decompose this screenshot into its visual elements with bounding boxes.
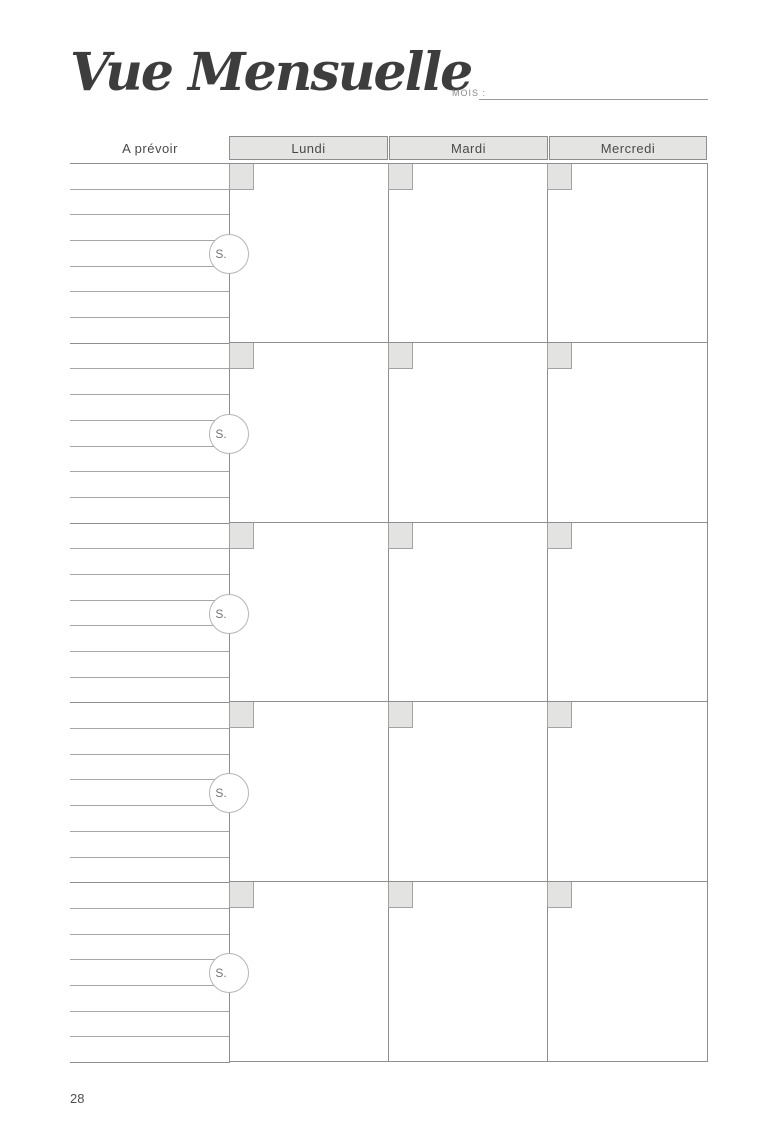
todo-line	[70, 446, 230, 447]
calendar-cell-week5-lundi	[229, 881, 389, 1061]
calendar-cell-week1-mardi	[388, 164, 548, 344]
todo-line	[70, 985, 230, 986]
todo-line	[70, 497, 230, 498]
week-number-label: S.	[215, 427, 227, 441]
todo-line	[70, 959, 230, 960]
todo-line	[70, 934, 230, 935]
week-number-circle: S.	[209, 953, 249, 993]
date-number-box	[547, 881, 572, 908]
week-number-circle: S.	[209, 414, 249, 454]
date-number-box	[547, 522, 572, 549]
todo-line	[70, 1011, 230, 1012]
calendar-cell-week1-mercredi	[547, 164, 707, 344]
day-header-mardi: Mardi	[389, 136, 548, 160]
todo-line	[70, 266, 230, 267]
calendar-cell-week1-lundi	[229, 164, 389, 344]
todo-line	[70, 394, 230, 395]
calendar-cell-week3-mercredi	[547, 522, 707, 703]
week-number-label: S.	[215, 247, 227, 261]
todo-column-header: A prévoir	[122, 141, 178, 156]
todo-line	[70, 214, 230, 215]
todo-line	[70, 1036, 230, 1037]
week-number-circle: S.	[209, 773, 249, 813]
week-number-circle: S.	[209, 594, 249, 634]
todo-line	[70, 317, 230, 318]
date-number-box	[229, 881, 254, 908]
todo-line	[70, 240, 230, 241]
date-number-box	[229, 343, 254, 370]
date-number-box	[229, 522, 254, 549]
todo-line	[70, 600, 230, 601]
date-number-box	[547, 164, 572, 190]
day-header-lundi: Lundi	[229, 136, 388, 160]
todo-line	[70, 805, 230, 806]
todo-line	[70, 651, 230, 652]
todo-line	[70, 779, 230, 780]
week-number-label: S.	[215, 966, 227, 980]
date-number-box	[547, 702, 572, 729]
date-number-box	[547, 343, 572, 370]
calendar-cell-week2-mardi	[388, 343, 548, 523]
calendar-cell-week3-lundi	[229, 522, 389, 703]
calendar-cell-week4-mercredi	[547, 702, 707, 882]
todo-line	[70, 625, 230, 626]
todo-line	[70, 831, 230, 832]
todo-line	[70, 857, 230, 858]
todo-week-boundary-line	[70, 702, 230, 703]
todo-line	[70, 368, 230, 369]
date-number-box	[388, 164, 413, 190]
todo-line	[70, 291, 230, 292]
todo-week-boundary-line	[70, 882, 230, 883]
day-header-mercredi: Mercredi	[549, 136, 707, 160]
todo-line	[70, 574, 230, 575]
calendar-cell-week4-lundi	[229, 702, 389, 882]
calendar-cell-week5-mercredi	[547, 881, 707, 1061]
todo-line	[70, 677, 230, 678]
todo-line	[70, 728, 230, 729]
calendar-cell-week2-mercredi	[547, 343, 707, 523]
week-number-label: S.	[215, 607, 227, 621]
calendar-cell-week5-mardi	[388, 881, 548, 1061]
week-number-label: S.	[215, 786, 227, 800]
calendar-grid	[229, 163, 708, 1062]
month-fill-in-line	[479, 99, 708, 100]
todo-line	[70, 471, 230, 472]
date-number-box	[229, 164, 254, 190]
calendar-cell-week2-lundi	[229, 343, 389, 523]
date-number-box	[388, 702, 413, 729]
date-number-box	[388, 343, 413, 370]
todo-week-boundary-line	[70, 163, 230, 164]
todo-line	[70, 420, 230, 421]
date-number-box	[388, 522, 413, 549]
week-number-circle: S.	[209, 234, 249, 274]
calendar-cell-week4-mardi	[388, 702, 548, 882]
month-field-label: MOIS :	[452, 88, 487, 98]
todo-line	[70, 754, 230, 755]
todo-line	[70, 548, 230, 549]
date-number-box	[388, 881, 413, 908]
date-number-box	[229, 702, 254, 729]
todo-line	[70, 189, 230, 190]
todo-line	[70, 908, 230, 909]
page-title: Vue Mensuelle	[70, 42, 473, 103]
page-number: 28	[70, 1091, 85, 1106]
todo-week-boundary-line	[70, 523, 230, 524]
todo-week-boundary-line	[70, 343, 230, 344]
calendar-cell-week3-mardi	[388, 522, 548, 703]
todo-week-boundary-line	[70, 1062, 230, 1063]
